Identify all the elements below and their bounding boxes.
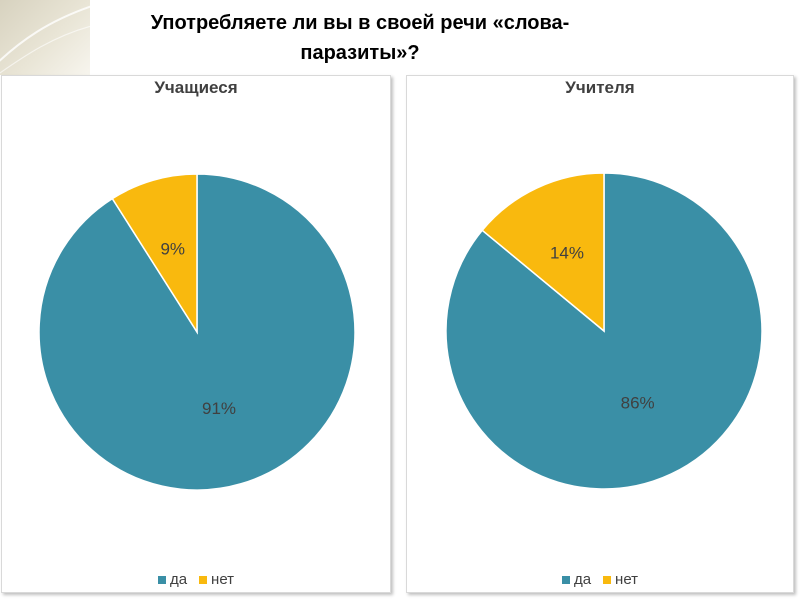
legend-item-no: нет	[199, 571, 234, 588]
legend-swatch-no	[603, 575, 612, 584]
legend-label-no: нет	[615, 571, 639, 588]
corner-decoration	[0, 0, 90, 75]
legend-label-no: нет	[211, 571, 235, 588]
slide-title-line-1: Употребляете ли вы в своей речи «слова-	[150, 12, 570, 34]
pie-slice-no	[111, 173, 198, 335]
chart-title: Учащиеся	[154, 78, 238, 97]
legend-item-yes: да	[157, 571, 188, 588]
legend-swatch-yes	[561, 575, 570, 584]
legend-swatch-no	[199, 575, 208, 584]
pie-chart-teachers: 86% 14%	[445, 172, 763, 490]
chart-title: Учителя	[565, 78, 635, 97]
pie-chart-students: 91% 9%	[38, 173, 356, 491]
chart-legend: да нет	[407, 571, 793, 588]
chart-panel-students: Учащиеся 91% 9% да нет	[1, 75, 391, 593]
legend-label-yes: да	[169, 571, 188, 588]
data-label-no: 14%	[550, 243, 584, 262]
data-label-yes: 91%	[202, 399, 236, 418]
data-label-no: 9%	[160, 240, 185, 259]
data-label-yes: 86%	[621, 393, 655, 412]
legend-swatch-yes	[157, 575, 166, 584]
slide-title-line-2: паразиты»?	[300, 42, 420, 64]
chart-panel-teachers: Учителя 86% 14% да нет	[406, 75, 794, 593]
legend-label-yes: да	[573, 571, 592, 588]
decorative-swirl-icon	[0, 5, 90, 74]
pie-slice-no	[481, 172, 605, 333]
slide-title: Употребляете ли вы в своей речи «слова- …	[60, 8, 660, 68]
legend-item-yes: да	[561, 571, 592, 588]
legend-item-no: нет	[603, 571, 638, 588]
chart-legend: да нет	[2, 571, 390, 588]
